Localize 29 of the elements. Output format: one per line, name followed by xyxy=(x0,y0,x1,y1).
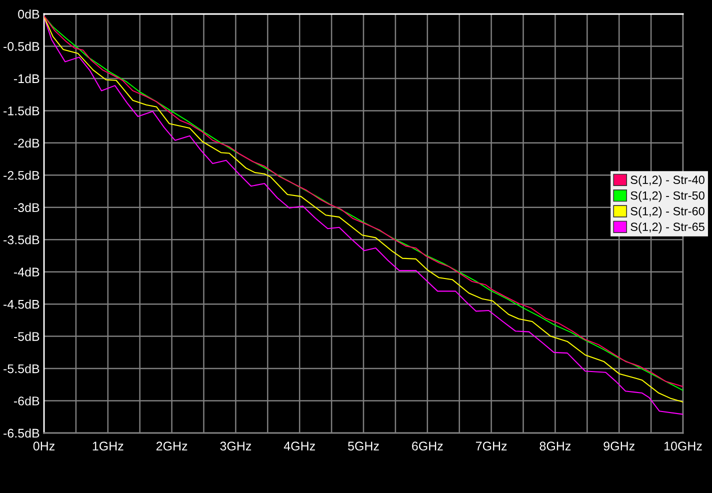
x-tick-label: 1GHz xyxy=(92,442,124,451)
x-tick-label: 10GHz xyxy=(664,442,702,451)
x-tick-label: 7GHz xyxy=(476,442,507,451)
y-tick-label: -1.5dB xyxy=(4,106,40,116)
y-tick-label: -5dB xyxy=(14,332,40,341)
x-tick-label: 3GHz xyxy=(220,442,252,451)
legend-label: S(1,2) - Str-50 xyxy=(630,191,704,202)
y-tick-label: -1dB xyxy=(14,74,40,84)
x-tick-label: 8GHz xyxy=(540,442,571,451)
x-tick-label: 2GHz xyxy=(156,442,188,451)
legend-label: S(1,2) - Str-40 xyxy=(630,175,704,186)
y-tick-label: -4.5dB xyxy=(4,300,40,309)
y-tick-label: 0dB xyxy=(18,9,40,19)
y-tick-label: -6dB xyxy=(14,396,40,406)
y-tick-label: -3dB xyxy=(14,202,40,212)
y-tick-label: -3.5dB xyxy=(4,235,40,244)
y-tick-label: -4dB xyxy=(14,267,40,276)
x-tick-label: 0Hz xyxy=(33,442,54,451)
y-tick-label: -2dB xyxy=(14,138,40,148)
x-tick-label: 9GHz xyxy=(604,442,634,451)
x-tick-label: 4GHz xyxy=(284,442,315,451)
x-tick-label: 5GHz xyxy=(348,442,379,451)
y-tick-label: -6.5dB xyxy=(4,428,40,438)
x-tick-label: 6GHz xyxy=(412,442,443,451)
y-tick-label: -0.5dB xyxy=(4,42,40,51)
y-tick-label: -2.5dB xyxy=(4,170,40,180)
y-tick-label: -5.5dB xyxy=(4,364,40,374)
legend-label: S(1,2) - Str-60 xyxy=(630,206,704,218)
legend-label: S(1,2) - Str-65 xyxy=(630,222,704,234)
